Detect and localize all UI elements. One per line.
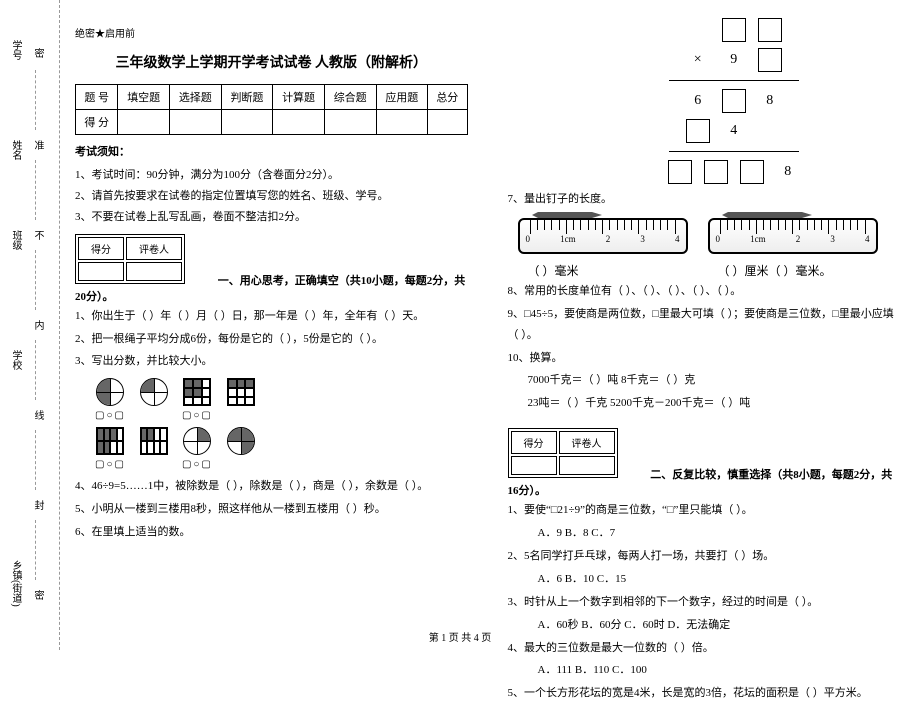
s1-q1: 1、你出生于（ ）年（ ）月（ ）日，那一年是（ ）年，全年有（ ）天。 <box>75 306 468 327</box>
mark-2: 不 <box>30 230 45 240</box>
frac-8 <box>227 427 255 470</box>
notice-3: 3、不要在试卷上乱写乱画，卷面不整洁扣2分。 <box>75 207 468 228</box>
s1-q6: 6、在里填上适当的数。 <box>75 522 468 543</box>
mark-0: 密 <box>30 48 45 58</box>
mark-6: 密 <box>30 590 45 600</box>
frac-5: ▢○▢ <box>95 427 126 470</box>
scorebox-2: 得分评卷人 <box>508 428 618 478</box>
notice-block: 1、考试时间：90分钟，满分为100分（含卷面分2分）。 2、请首先按要求在试卷… <box>75 165 468 228</box>
field-school: 学校 <box>8 350 23 370</box>
exam-title: 三年级数学上学期开学考试试卷 人教版（附解析） <box>75 52 468 72</box>
sb-c1: 得分 <box>78 237 124 260</box>
s2-q5: 5、一个长方形花坛的宽是4米，长是宽的3倍，花坛的面积是（ ）平方米。 <box>508 683 901 704</box>
secret-label: 绝密★启用前 <box>75 25 468 40</box>
st-h2: 选择题 <box>170 85 222 110</box>
field-studentid: 学号 <box>8 40 23 60</box>
s1-q4: 4、46÷9=5……1中，被除数是（ ），除数是（ ），商是（ ），余数是（ ）… <box>75 476 468 497</box>
vertical-multiplication: ×9 68 4 8 <box>568 15 901 187</box>
page-footer: 第 1 页 共 4 页 <box>0 629 920 644</box>
frac-3: ▢○▢ <box>182 378 213 421</box>
frac-7: ▢○▢ <box>182 427 213 470</box>
st-h4: 计算题 <box>273 85 325 110</box>
s2-q3: 3、时针从上一个数字到相邻的下一个数字，经过的时间是（ ）。 <box>508 592 901 613</box>
frac-2 <box>140 378 168 421</box>
field-name: 姓名 <box>8 140 23 160</box>
mult-9: 9 <box>722 52 746 68</box>
notice-2: 2、请首先按要求在试卷的指定位置填写您的姓名、班级、学号。 <box>75 186 468 207</box>
s1-q10: 10、换算。 <box>508 348 901 369</box>
frac-6 <box>140 427 168 470</box>
st-h7: 总分 <box>428 85 467 110</box>
rulers: 01cm234 01cm234 <box>518 218 901 254</box>
field-town: 乡镇(街道) <box>8 560 23 607</box>
st-r0: 得 分 <box>76 110 118 135</box>
scorebox-1: 得分评卷人 <box>75 234 185 284</box>
s2-q1: 1、要使“□21÷9”的商是三位数，“□”里只能填（ ）。 <box>508 500 901 521</box>
s1-q2: 2、把一根绳子平均分成6份，每份是它的（ ），5份是它的（ ）。 <box>75 329 468 350</box>
conv-2: 23吨＝（ ）千克 5200千克－200千克＝（ ）吨 <box>508 393 901 414</box>
conv-1: 7000千克＝（ ）吨 8千克＝（ ）克 <box>508 370 901 391</box>
ruler-left: 01cm234 <box>518 218 688 254</box>
s1-q7: 7、量出钉子的长度。 <box>508 189 901 210</box>
frac-1: ▢○▢ <box>95 378 126 421</box>
mult-sign: × <box>686 52 710 68</box>
s1-q8: 8、常用的长度单位有（ ）、（ ）、（ ）、（ ）、（ ）。 <box>508 281 901 302</box>
st-h3: 判断题 <box>221 85 273 110</box>
s1-q5: 5、小明从一楼到三楼用8秒，照这样他从一楼到五楼用（ ）秒。 <box>75 499 468 520</box>
ruler-ans-right: （ ）厘米（ ）毫米。 <box>718 262 832 279</box>
frac-4 <box>227 378 255 421</box>
s2-opt4: A．111 B．110 C．100 <box>508 660 901 681</box>
s1-q3: 3、写出分数，并比较大小。 <box>75 351 468 372</box>
fraction-row-1: ▢○▢ ▢○▢ <box>95 378 468 421</box>
field-class: 班级 <box>8 230 23 250</box>
mark-3: 内 <box>30 320 45 330</box>
binding-margin: 学号 密 姓名 准 班级 不 内 学校 线 封 乡镇(街道) 密 <box>0 0 60 650</box>
ruler-ans-left: （ ）毫米 <box>528 262 698 279</box>
st-h0: 题 号 <box>76 85 118 110</box>
st-h5: 综合题 <box>324 85 376 110</box>
fraction-row-2: ▢○▢ ▢○▢ <box>95 427 468 470</box>
left-column: 绝密★启用前 三年级数学上学期开学考试试卷 人教版（附解析） 题 号 填空题 选… <box>60 0 488 650</box>
s2-opt1: A．9 B．8 C．7 <box>508 523 901 544</box>
st-h6: 应用题 <box>376 85 428 110</box>
mark-4: 线 <box>30 410 45 420</box>
score-table: 题 号 填空题 选择题 判断题 计算题 综合题 应用题 总分 得 分 <box>75 84 468 135</box>
s2-q2: 2、5名同学打乒乓球，每两人打一场，共要打（ ）场。 <box>508 546 901 567</box>
s2-opt2: A．6 B．10 C．15 <box>508 569 901 590</box>
mark-1: 准 <box>30 140 45 150</box>
s1-q9: 9、□45÷5，要使商是两位数，□里最大可填（ ）；要使商是三位数，□里最小应填… <box>508 304 901 346</box>
right-column: ×9 68 4 8 7、量出钉子的长度。 01cm234 01cm234 <box>488 0 920 650</box>
notice-1: 1、考试时间：90分钟，满分为100分（含卷面分2分）。 <box>75 165 468 186</box>
ruler-right: 01cm234 <box>708 218 878 254</box>
notice-heading: 考试须知： <box>75 143 468 159</box>
mark-5: 封 <box>30 500 45 510</box>
sb-c2: 评卷人 <box>126 237 182 260</box>
st-h1: 填空题 <box>118 85 170 110</box>
